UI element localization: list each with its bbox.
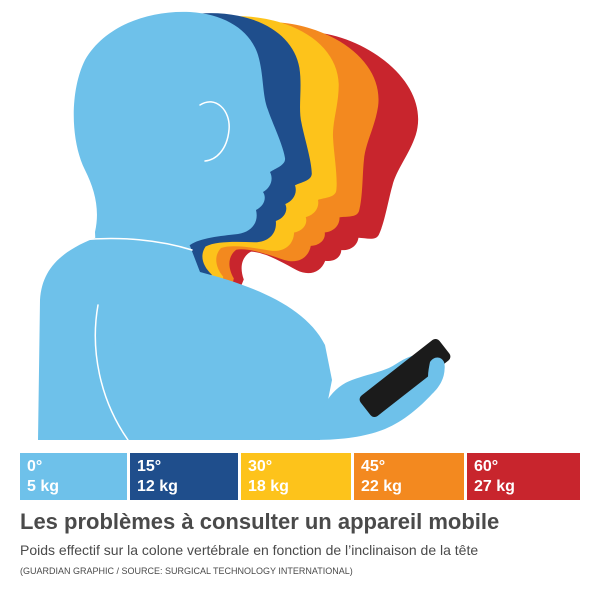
source-credit: (GUARDIAN GRAPHIC / SOURCE: SURGICAL TEC… xyxy=(20,566,353,576)
legend-angle: 30° xyxy=(248,458,273,475)
legend: 0° 5 kg 15° 12 kg 30° 18 kg 45° 22 kg 60… xyxy=(20,453,580,500)
legend-angle: 15° xyxy=(137,458,162,475)
legend-weight: 27 kg xyxy=(474,478,515,495)
outline-details xyxy=(79,101,230,441)
legend-item-45-degrees: 45° 22 kg xyxy=(354,453,464,500)
legend-angle: 60° xyxy=(474,458,499,475)
legend-weight: 22 kg xyxy=(361,478,402,495)
smartphone-icon xyxy=(359,338,451,418)
collar-outline xyxy=(79,237,193,251)
legend-weight: 18 kg xyxy=(248,478,289,495)
legend-angle: 0° xyxy=(27,458,43,475)
legend-item-30-degrees: 30° 18 kg xyxy=(241,453,351,500)
legend-item-15-degrees: 15° 12 kg xyxy=(130,453,238,500)
legend-item-60-degrees: 60° 27 kg xyxy=(467,453,580,500)
legend-angle: 45° xyxy=(361,458,386,475)
arm-outline xyxy=(94,304,129,441)
head-tilt-illustration xyxy=(38,0,463,441)
legend-item-0-degrees: 0° 5 kg xyxy=(20,453,127,500)
page-title: Les problèmes à consulter un appareil mo… xyxy=(20,509,500,534)
legend-weight: 12 kg xyxy=(137,478,178,495)
page-subtitle: Poids effectif sur la colone vertébrale … xyxy=(20,542,479,558)
legend-weight: 5 kg xyxy=(27,478,60,495)
ear-outline xyxy=(199,101,230,162)
person-fingers xyxy=(428,357,445,392)
